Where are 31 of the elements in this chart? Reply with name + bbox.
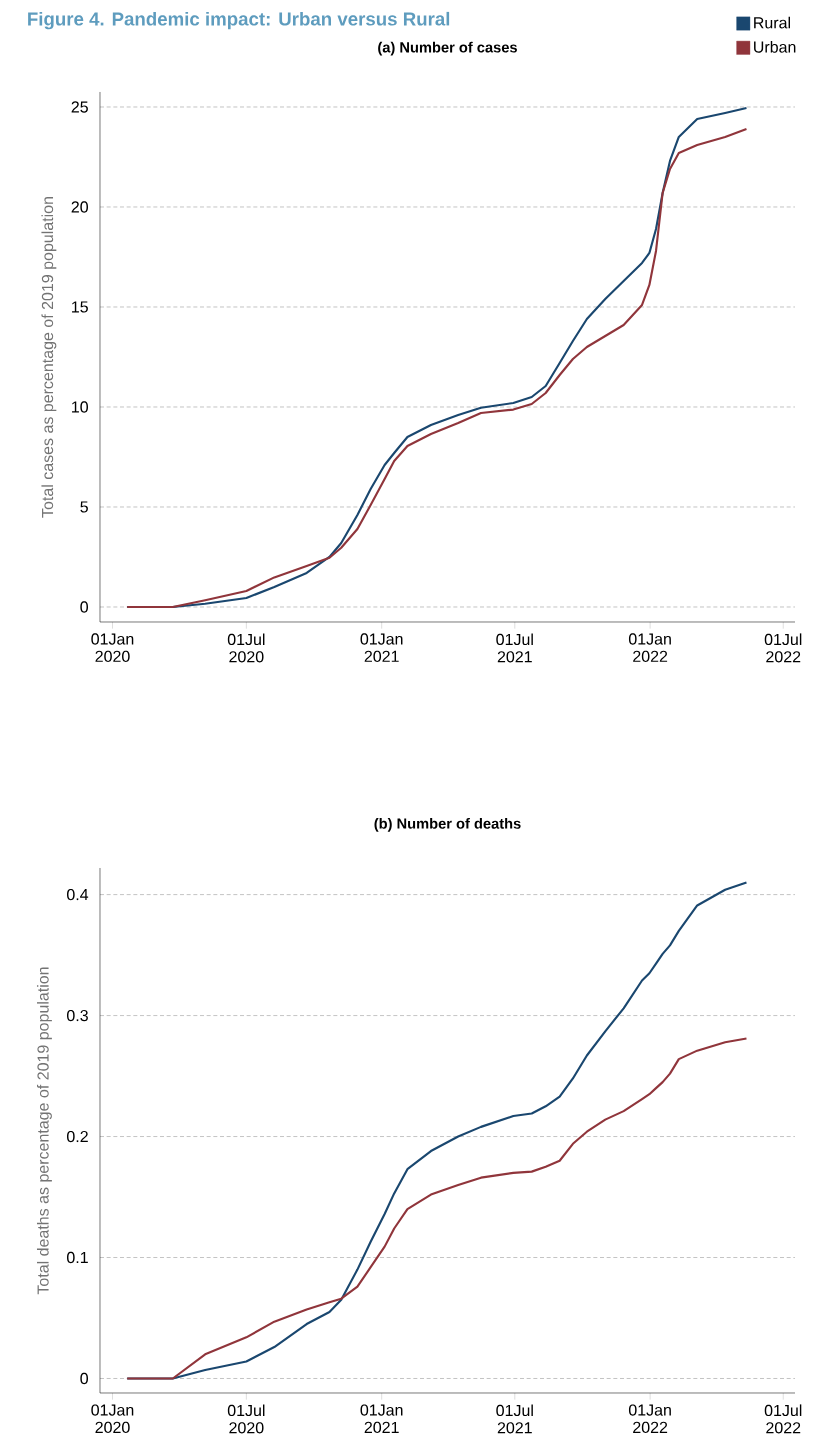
chart-title: Figure 4. Pandemic impact: Urban versus Rural <box>28 11 450 30</box>
y-tick-label: 0.3 <box>67 1009 88 1022</box>
x-tick-label: 01Jul 2022 <box>764 1404 802 1434</box>
y-tick-label: 25 <box>71 101 88 113</box>
y-tick-label: 10 <box>72 401 88 413</box>
x-tick-label: 01Jul 2021 <box>496 1404 533 1434</box>
y-tick-label: 5 <box>80 501 88 513</box>
y-tick-label: 0 <box>80 601 88 613</box>
y-axis-title: Total cases as percentage of 2019 population <box>41 197 57 518</box>
x-tick-label: 01Jan 2021 <box>360 633 403 663</box>
x-tick-label: 01Jan 2020 <box>91 1404 134 1434</box>
x-tick-label: 01Jul 2021 <box>496 633 533 663</box>
y-tick-label: 0.2 <box>67 1130 88 1143</box>
y-tick-label: 0.1 <box>67 1251 88 1264</box>
x-tick-label: 01Jan 2021 <box>360 1404 403 1434</box>
y-tick-label: 15 <box>72 301 88 313</box>
y-tick-label: 20 <box>71 201 88 213</box>
x-tick-label: 01Jan 2020 <box>91 633 134 663</box>
x-tick-label: 01Jan 2022 <box>628 633 671 663</box>
y-tick-label: 0.4 <box>67 888 89 901</box>
x-tick-label: 01Jul 2022 <box>764 633 802 663</box>
x-tick-label: 01Jul 2020 <box>227 1404 265 1434</box>
chart-title: (b) Number of deaths <box>374 817 521 832</box>
legend-label: Rural <box>754 16 790 29</box>
x-tick-label: 01Jan 2022 <box>628 1404 671 1434</box>
y-tick-label: 0 <box>80 1372 88 1385</box>
x-tick-label: 01Jul 2020 <box>227 633 265 663</box>
line-series <box>126 1037 748 1380</box>
legend-label: Urban <box>754 41 796 53</box>
chart-subtitle: (a) Number of cases <box>378 41 517 56</box>
y-axis-title: Total deaths as percentage of 2019 population <box>36 967 52 1295</box>
